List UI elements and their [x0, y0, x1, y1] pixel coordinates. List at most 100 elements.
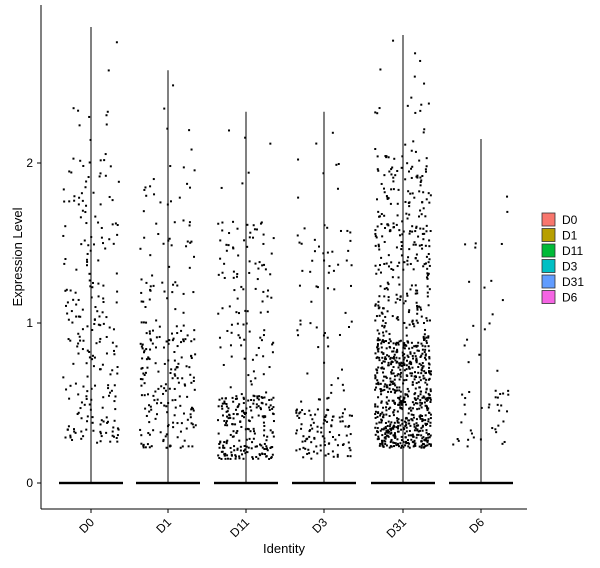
- cell-point: [401, 408, 404, 411]
- zero-cluster-D0: [59, 481, 123, 485]
- cell-point: [168, 339, 171, 342]
- cell-point: [416, 312, 419, 315]
- cell-point: [317, 346, 320, 349]
- cell-point: [423, 338, 426, 341]
- cell-point: [384, 421, 387, 424]
- cell-point: [89, 408, 92, 411]
- cell-point: [410, 409, 413, 412]
- cell-point: [419, 227, 422, 230]
- cell-point: [102, 420, 105, 423]
- cell-point: [496, 369, 499, 372]
- cell-point: [398, 362, 401, 365]
- cell-point: [420, 406, 423, 409]
- cell-point: [427, 436, 430, 439]
- cell-point: [143, 351, 146, 354]
- cell-point: [416, 292, 419, 295]
- cell-point: [376, 427, 379, 430]
- cell-point: [78, 124, 81, 127]
- legend-swatch-D31: [541, 274, 556, 289]
- cell-point: [224, 457, 227, 460]
- cell-point: [262, 334, 265, 337]
- cell-point: [142, 372, 145, 375]
- cell-point: [246, 451, 249, 454]
- cell-point: [411, 319, 414, 322]
- cell-point: [408, 446, 411, 449]
- cell-point: [168, 265, 171, 268]
- cell-point: [149, 254, 152, 257]
- cell-point: [236, 322, 239, 325]
- cell-point: [420, 179, 423, 182]
- cell-point: [241, 410, 244, 413]
- cell-point: [428, 394, 431, 397]
- cell-point: [90, 296, 93, 299]
- cell-point: [422, 265, 425, 268]
- cell-point: [251, 441, 254, 444]
- cell-point: [149, 288, 152, 291]
- cell-point: [419, 181, 422, 184]
- cell-point: [405, 442, 408, 445]
- cell-point: [403, 321, 406, 324]
- cell-point: [376, 155, 379, 158]
- cell-point: [252, 427, 255, 430]
- cell-point: [255, 445, 258, 448]
- cell-point: [425, 230, 428, 233]
- cell-point: [392, 425, 395, 428]
- cell-point: [380, 421, 383, 424]
- cell-point: [148, 433, 151, 436]
- cell-point: [416, 306, 419, 309]
- cell-point: [399, 424, 402, 427]
- cell-point: [381, 442, 384, 445]
- cell-point: [378, 332, 381, 335]
- cell-point: [237, 334, 240, 337]
- cell-point: [323, 444, 326, 447]
- cell-point: [387, 429, 390, 432]
- cell-point: [424, 262, 427, 265]
- cell-point: [338, 434, 341, 437]
- legend-swatch-D3: [541, 259, 556, 273]
- cell-point: [420, 103, 423, 106]
- cell-point: [191, 445, 194, 448]
- cell-point: [104, 247, 107, 250]
- cell-point: [419, 59, 422, 62]
- cell-point: [414, 398, 417, 401]
- cell-point: [426, 272, 429, 275]
- cell-point: [400, 403, 403, 406]
- cell-point: [269, 404, 272, 407]
- cell-point: [413, 352, 416, 355]
- cell-point: [151, 329, 154, 332]
- cell-point: [250, 447, 253, 450]
- cell-point: [405, 424, 408, 427]
- cell-point: [350, 414, 353, 417]
- cell-point: [384, 358, 387, 361]
- cell-point: [376, 415, 379, 418]
- cell-point: [302, 456, 305, 459]
- cell-point: [72, 107, 75, 110]
- cell-point: [379, 429, 382, 432]
- cell-point: [405, 368, 408, 371]
- cell-point: [324, 419, 327, 422]
- cell-point: [404, 441, 407, 444]
- cell-point: [80, 430, 83, 433]
- cell-point: [248, 271, 251, 274]
- cell-point: [424, 358, 427, 361]
- cell-point: [255, 406, 258, 409]
- cell-point: [86, 375, 89, 378]
- cell-point: [223, 454, 226, 457]
- cell-point: [229, 457, 232, 460]
- cell-point: [349, 284, 352, 287]
- cell-point: [428, 363, 431, 366]
- cell-point: [467, 438, 470, 441]
- cell-point: [397, 396, 400, 399]
- cell-point: [375, 315, 378, 318]
- cell-point: [116, 233, 119, 236]
- cell-point: [235, 408, 238, 411]
- cell-point: [422, 436, 425, 439]
- cell-point: [102, 242, 105, 245]
- cell-point: [350, 320, 353, 323]
- cell-point: [415, 382, 418, 385]
- cell-point: [236, 448, 239, 451]
- cell-point: [315, 285, 318, 288]
- cell-point: [341, 415, 344, 418]
- cell-point: [326, 397, 329, 400]
- cell-point: [141, 357, 144, 360]
